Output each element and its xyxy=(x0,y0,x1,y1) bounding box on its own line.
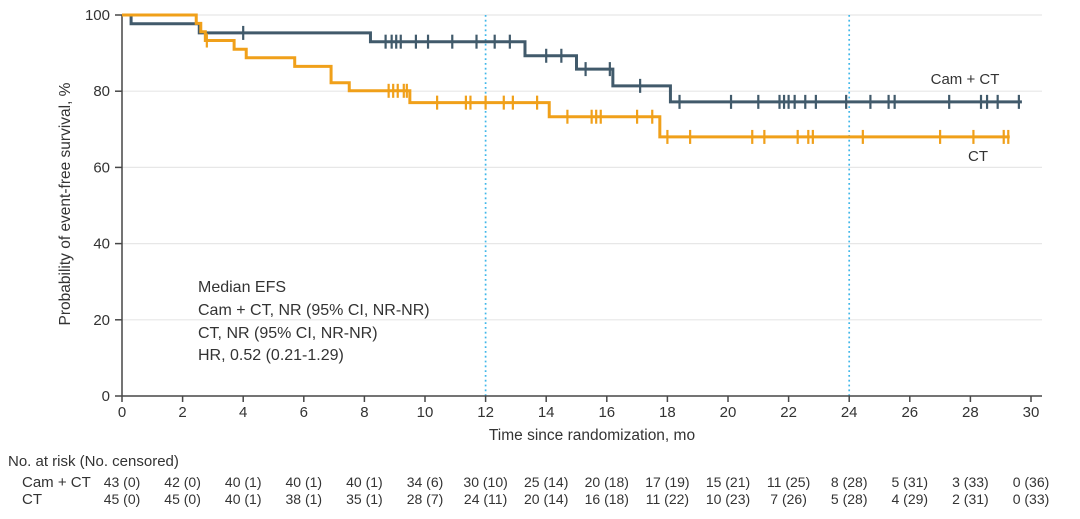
risk-value-ct-0mo: 45 (0) xyxy=(104,491,141,507)
legend-label-cam-ct: Cam + CT xyxy=(931,71,1000,88)
annotation-median-efs: Median EFS xyxy=(198,279,286,296)
y-tick-label: 40 xyxy=(93,236,110,253)
annotation-hazard-ratio: HR, 0.52 (0.21-1.29) xyxy=(198,347,344,364)
risk-value-ct-12mo: 24 (11) xyxy=(464,491,507,507)
x-tick-label: 12 xyxy=(477,404,494,421)
risk-row-label-cam-ct: Cam + CT xyxy=(22,474,91,491)
risk-value-ct-2mo: 45 (0) xyxy=(164,491,201,507)
x-tick-label: 4 xyxy=(239,404,247,421)
risk-value-cam-ct-28mo: 3 (33) xyxy=(952,474,989,490)
risk-value-cam-ct-14mo: 25 (14) xyxy=(524,474,568,490)
x-tick-label: 8 xyxy=(360,404,368,421)
risk-value-ct-26mo: 4 (29) xyxy=(892,491,929,507)
x-tick-label: 14 xyxy=(538,404,555,421)
risk-value-cam-ct-2mo: 42 (0) xyxy=(164,474,201,490)
risk-value-cam-ct-0mo: 43 (0) xyxy=(104,474,141,490)
x-tick-label: 30 xyxy=(1023,404,1040,421)
x-tick-label: 18 xyxy=(659,404,676,421)
risk-value-cam-ct-26mo: 5 (31) xyxy=(892,474,929,490)
risk-value-cam-ct-6mo: 40 (1) xyxy=(286,474,323,490)
x-tick-label: 6 xyxy=(300,404,308,421)
risk-value-cam-ct-16mo: 20 (18) xyxy=(585,474,629,490)
risk-value-ct-16mo: 16 (18) xyxy=(585,491,629,507)
risk-value-ct-24mo: 5 (28) xyxy=(831,491,868,507)
risk-value-cam-ct-10mo: 34 (6) xyxy=(407,474,444,490)
risk-value-cam-ct-20mo: 15 (21) xyxy=(706,474,750,490)
x-tick-label: 20 xyxy=(720,404,737,421)
risk-value-cam-ct-18mo: 17 (19) xyxy=(645,474,689,490)
risk-value-ct-28mo: 2 (31) xyxy=(952,491,989,507)
y-tick-label: 60 xyxy=(93,159,110,176)
risk-value-cam-ct-8mo: 40 (1) xyxy=(346,474,383,490)
x-tick-label: 16 xyxy=(598,404,615,421)
km-curve-cam-ct xyxy=(122,13,1022,104)
risk-value-ct-30mo: 0 (33) xyxy=(1013,491,1050,507)
x-tick-label: 24 xyxy=(841,404,858,421)
annotation-cam-ct-ci: Cam + CT, NR (95% CI, NR-NR) xyxy=(198,302,430,319)
x-tick-label: 2 xyxy=(178,404,186,421)
risk-value-cam-ct-30mo: 0 (36) xyxy=(1013,474,1050,490)
risk-table-header: No. at risk (No. censored) xyxy=(8,453,179,470)
x-tick-label: 10 xyxy=(417,404,434,421)
x-axis-title: Time since randomization, mo xyxy=(489,427,695,444)
x-tick-label: 22 xyxy=(780,404,797,421)
x-tick-label: 28 xyxy=(962,404,979,421)
risk-value-ct-10mo: 28 (7) xyxy=(407,491,444,507)
y-tick-label: 20 xyxy=(93,312,110,329)
risk-value-cam-ct-12mo: 30 (10) xyxy=(463,474,507,490)
annotation-ct-ci: CT, NR (95% CI, NR-NR) xyxy=(198,325,378,342)
km-curve-ct xyxy=(122,13,1010,139)
risk-value-ct-6mo: 38 (1) xyxy=(286,491,323,507)
x-tick-label: 0 xyxy=(118,404,126,421)
risk-value-ct-18mo: 11 (22) xyxy=(646,491,689,507)
risk-value-ct-14mo: 20 (14) xyxy=(524,491,568,507)
risk-value-ct-20mo: 10 (23) xyxy=(706,491,750,507)
legend-label-ct: CT xyxy=(968,148,988,165)
risk-value-cam-ct-4mo: 40 (1) xyxy=(225,474,262,490)
y-tick-label: 0 xyxy=(102,388,110,405)
y-tick-label: 100 xyxy=(85,7,110,24)
y-axis-title: Probability of event-free survival, % xyxy=(57,82,74,325)
generated-chart-layer: 0 2 4 6 8 10 12 14 16 18 20 22 24 26 28 300204060801004… xyxy=(85,7,1049,507)
risk-value-ct-4mo: 40 (1) xyxy=(225,491,262,507)
risk-value-cam-ct-24mo: 8 (28) xyxy=(831,474,868,490)
risk-value-ct-22mo: 7 (26) xyxy=(770,491,807,507)
y-tick-label: 80 xyxy=(93,83,110,100)
x-tick-label: 26 xyxy=(901,404,918,421)
risk-value-ct-8mo: 35 (1) xyxy=(346,491,383,507)
risk-value-cam-ct-22mo: 11 (25) xyxy=(767,474,810,490)
risk-row-label-ct: CT xyxy=(22,491,42,508)
